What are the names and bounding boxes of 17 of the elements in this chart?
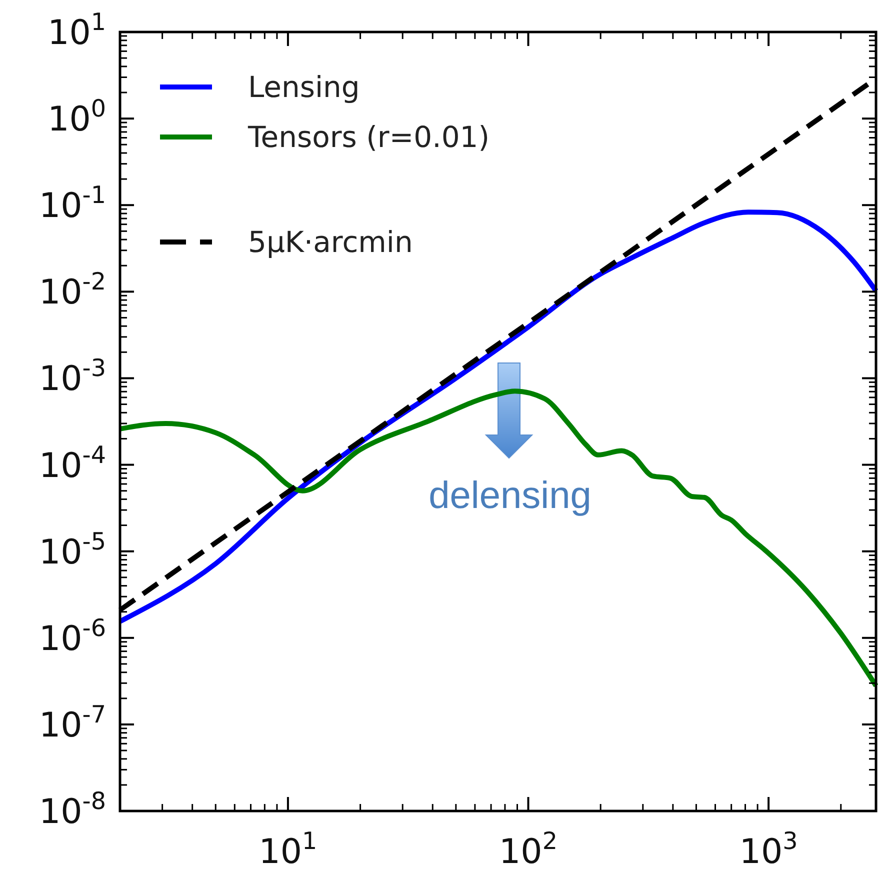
legend-label: Lensing <box>248 70 360 104</box>
y-tick-label: 10$^{-3}$ <box>39 354 106 400</box>
y-tick-label: 10$^{-2}$ <box>39 268 106 313</box>
y-tick-label: 10$^{-5}$ <box>39 527 106 572</box>
annotation: delensing <box>428 475 592 517</box>
y-tick-label: 10$^{0}$ <box>48 94 106 140</box>
legend-label: Tensors (r=0.01) <box>247 120 490 154</box>
legend-label: 5μK·arcmin <box>248 225 413 259</box>
y-tick-label: 10$^{-6}$ <box>39 614 106 659</box>
x-tick-label: 10$^{1}$ <box>258 827 318 872</box>
y-tick-label: 10$^{-7}$ <box>39 700 106 746</box>
y-tick-label: 10$^{1}$ <box>48 8 106 53</box>
x-tick-label: 10$^{2}$ <box>499 827 558 872</box>
y-tick-label: 10$^{-1}$ <box>39 181 106 226</box>
x-tick-label: 10$^{3}$ <box>739 827 798 872</box>
y-tick-label: 10$^{-8}$ <box>39 787 106 832</box>
y-tick-label: 10$^{-4}$ <box>39 440 106 486</box>
